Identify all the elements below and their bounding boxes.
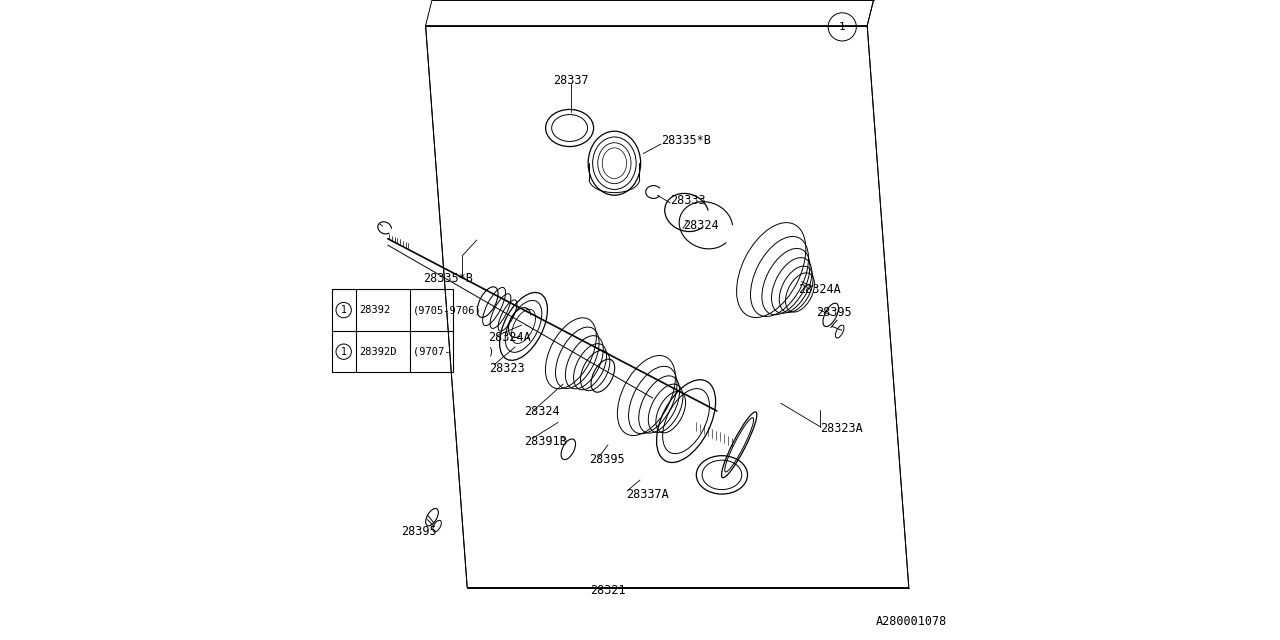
Text: 28395: 28395: [402, 525, 436, 538]
Text: 28337A: 28337A: [626, 488, 668, 500]
Text: 1: 1: [838, 22, 846, 32]
Text: 28337: 28337: [553, 74, 589, 86]
Text: 28323: 28323: [490, 362, 525, 374]
Text: 28324: 28324: [684, 220, 718, 232]
Text: 28335*B: 28335*B: [662, 134, 710, 147]
Text: 28335*B: 28335*B: [422, 272, 472, 285]
Text: 28395: 28395: [817, 306, 851, 319]
Text: 28395: 28395: [589, 453, 625, 466]
Text: 28392: 28392: [358, 305, 390, 315]
Text: A280001078: A280001078: [876, 616, 947, 628]
Text: 28391B: 28391B: [525, 435, 567, 448]
Text: 28333: 28333: [671, 194, 705, 207]
Text: 28321: 28321: [590, 584, 626, 596]
Text: 28324A: 28324A: [489, 331, 531, 344]
Text: (9707-      ): (9707- ): [412, 347, 494, 356]
Text: 1: 1: [340, 347, 347, 356]
Text: 1: 1: [340, 305, 347, 315]
Text: 28324: 28324: [525, 405, 559, 418]
Text: (9705-9706): (9705-9706): [412, 305, 481, 315]
Text: 28323A: 28323A: [820, 422, 863, 435]
Text: 28392D: 28392D: [358, 347, 397, 356]
Text: 28324A: 28324A: [799, 283, 841, 296]
